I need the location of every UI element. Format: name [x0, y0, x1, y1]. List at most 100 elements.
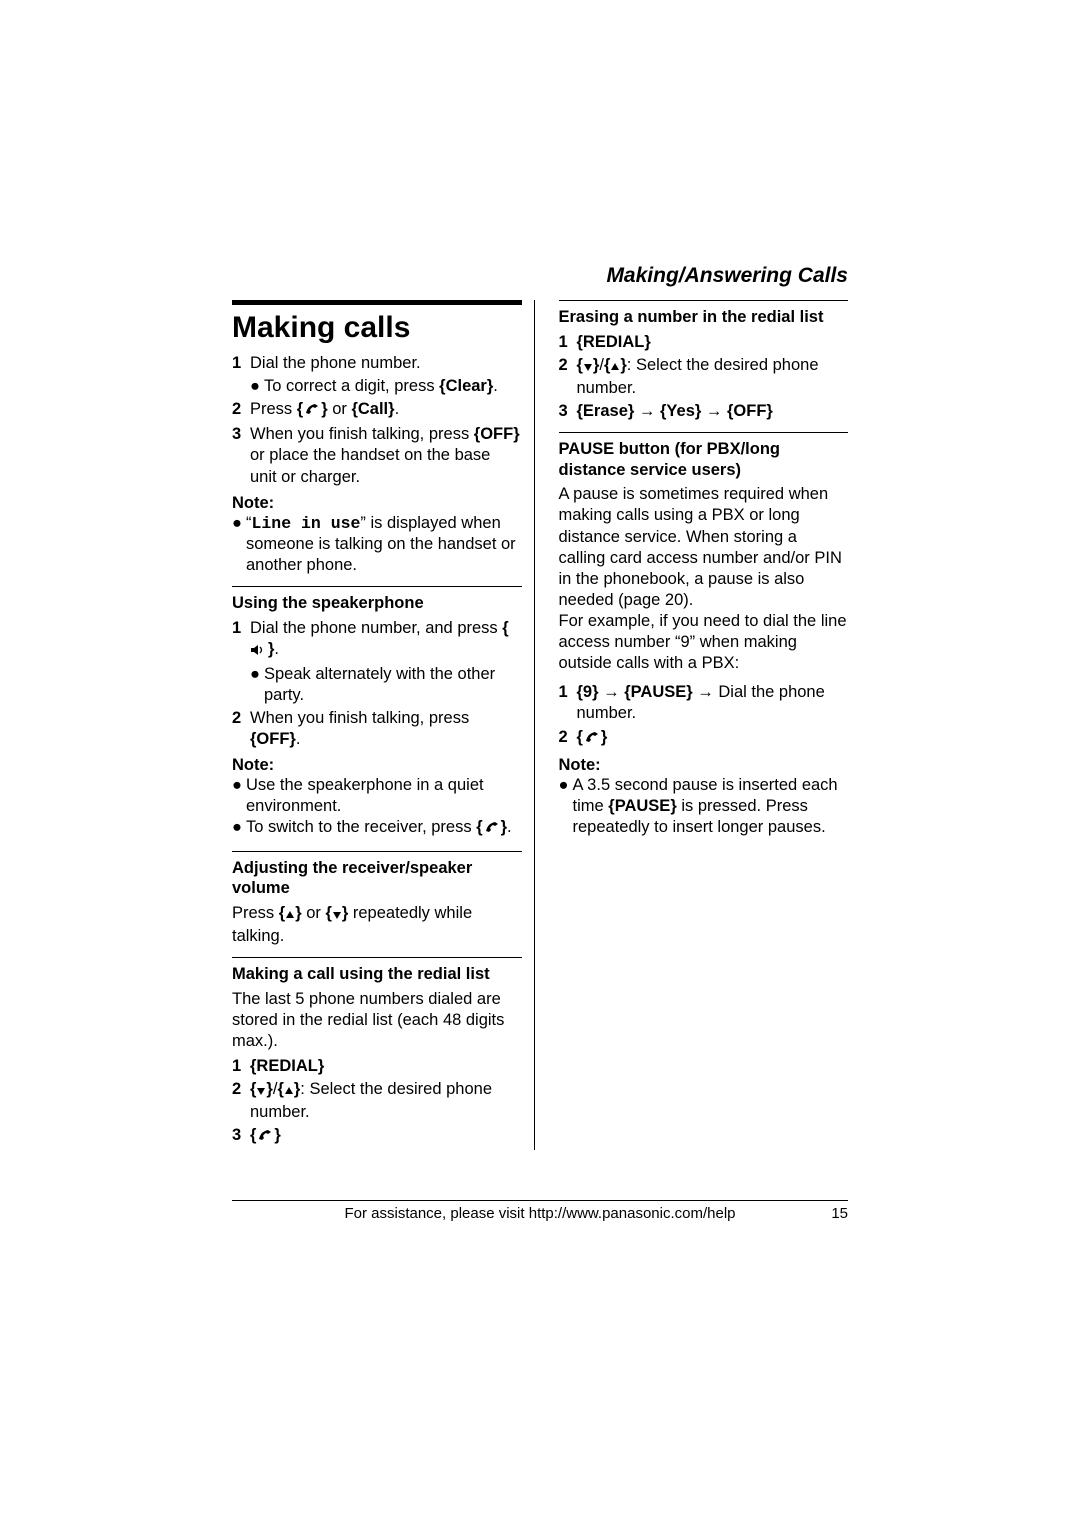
rule-thick — [232, 300, 522, 305]
bullet-icon: ● — [232, 817, 246, 840]
step1-sub: ● To correct a digit, press {Clear}. — [250, 376, 522, 397]
step-body: {} — [577, 727, 849, 750]
down-icon — [583, 357, 593, 378]
rule — [559, 432, 849, 433]
note1-text: “Line in use” is displayed when someone … — [246, 513, 522, 576]
t: Dial the phone number, and press — [250, 619, 502, 637]
section-header: Making/Answering Calls — [606, 264, 848, 288]
step1-text: Dial the phone number. — [250, 354, 421, 372]
t: Use the speakerphone in a quiet environm… — [246, 775, 522, 817]
step-number: 2 — [232, 1079, 250, 1123]
mono-text: Line in use — [252, 514, 361, 533]
step-number: 1 — [232, 1056, 250, 1077]
rule — [232, 851, 522, 852]
step-number: 2 — [232, 708, 250, 750]
volume-text: Press {} or {} repeatedly while talking. — [232, 903, 522, 947]
bullet-icon: ● — [250, 664, 264, 706]
key-9: 9 — [583, 683, 592, 701]
pre: Press — [232, 904, 279, 922]
step-body: Dial the phone number. ● To correct a di… — [250, 353, 522, 397]
step-3: 3 When you finish talking, press {OFF} o… — [232, 424, 522, 487]
step-number: 3 — [232, 1125, 250, 1148]
step-body: Dial the phone number, and press {}. ● S… — [250, 618, 522, 706]
step-body: {REDIAL} — [577, 332, 849, 353]
step-number: 2 — [559, 727, 577, 750]
t: When you finish talking, press — [250, 425, 474, 443]
step-body: When you finish talking, press {OFF}. — [250, 708, 522, 750]
right-column: Erasing a number in the redial list 1 {R… — [559, 300, 849, 1150]
step-body: {} — [250, 1125, 522, 1148]
step-number: 1 — [559, 682, 577, 724]
pre: To switch to the receiver, press — [246, 818, 476, 836]
step-number: 1 — [559, 332, 577, 353]
arrow-icon: → — [639, 402, 656, 420]
up-icon — [284, 1081, 294, 1102]
or: or — [302, 904, 326, 922]
page-title: Making calls — [232, 311, 522, 345]
subhead-speakerphone: Using the speakerphone — [232, 593, 522, 614]
redial-intro: The last 5 phone numbers dialed are stor… — [232, 989, 522, 1052]
subhead-pause: PAUSE button (for PBX/long distance serv… — [559, 439, 849, 480]
sp-step-1: 1 Dial the phone number, and press {}. ●… — [232, 618, 522, 706]
key-clear: Clear — [446, 377, 487, 395]
bullet-icon: ● — [559, 775, 573, 838]
step-number: 2 — [559, 355, 577, 399]
subhead-volume: Adjusting the receiver/speaker volume — [232, 858, 522, 899]
er-step-3: 3 {Erase} → {Yes} → {OFF} — [559, 401, 849, 422]
er-step-1: 1 {REDIAL} — [559, 332, 849, 353]
er-step-2: 2 {}/{}: Select the desired phone number… — [559, 355, 849, 399]
step-2: 2 Press {} or {Call}. — [232, 399, 522, 422]
step-number: 1 — [232, 353, 250, 397]
period: . — [296, 730, 301, 748]
subhead-erase: Erasing a number in the redial list — [559, 307, 849, 328]
down-icon — [332, 905, 342, 926]
key-off: OFF — [480, 425, 513, 443]
speaker-icon — [250, 641, 268, 662]
key-redial: REDIAL — [256, 1057, 317, 1075]
note-1: ● “Line in use” is displayed when someon… — [232, 513, 522, 576]
content-columns: Making calls 1 Dial the phone number. ● … — [232, 300, 848, 1150]
step-number: 3 — [232, 424, 250, 487]
pa-step-2: 2 {} — [559, 727, 849, 750]
t: When you finish talking, press — [250, 709, 469, 727]
talk-icon — [583, 729, 601, 750]
period: . — [493, 377, 498, 395]
talk-icon — [256, 1127, 274, 1148]
step-body: {REDIAL} — [250, 1056, 522, 1077]
sp-s1-sub: ● Speak alternately with the other party… — [250, 664, 522, 706]
rd-step-1: 1 {REDIAL} — [232, 1056, 522, 1077]
step1-sub-text: To correct a digit, press {Clear}. — [264, 376, 498, 397]
bullet-icon: ● — [250, 376, 264, 397]
t: To correct a digit, press — [264, 377, 439, 395]
arrow-icon: → — [706, 402, 723, 420]
arrow-icon: → — [697, 683, 714, 701]
or: or — [328, 400, 352, 418]
step-body: {9} → {PAUSE} → Dial the phone number. — [577, 682, 849, 724]
rule — [232, 586, 522, 587]
key-pause: PAUSE — [631, 683, 687, 701]
left-column: Making calls 1 Dial the phone number. ● … — [232, 300, 535, 1150]
period: . — [395, 400, 400, 418]
down-icon — [256, 1081, 266, 1102]
key-redial: REDIAL — [583, 333, 644, 351]
page: Making/Answering Calls Making calls 1 Di… — [0, 0, 1080, 1528]
key-off: OFF — [256, 730, 289, 748]
note-label: Note: — [232, 494, 522, 513]
t: Speak alternately with the other party. — [264, 664, 522, 706]
rule — [232, 957, 522, 958]
up-icon — [610, 357, 620, 378]
period: . — [274, 640, 279, 658]
note-label: Note: — [232, 756, 522, 775]
step-body: {}/{}: Select the desired phone number. — [250, 1079, 522, 1123]
rule — [559, 300, 849, 301]
t: A 3.5 second pause is inserted each time… — [573, 775, 849, 838]
step-number: 3 — [559, 401, 577, 422]
step-body: When you finish talking, press {OFF} or … — [250, 424, 522, 487]
up-icon — [285, 905, 295, 926]
sp-note-2: ● To switch to the receiver, press {}. — [232, 817, 522, 840]
key-call: Call — [358, 400, 388, 418]
pa-note-1: ● A 3.5 second pause is inserted each ti… — [559, 775, 849, 838]
rd-step-3: 3 {} — [232, 1125, 522, 1148]
rd-step-2: 2 {}/{}: Select the desired phone number… — [232, 1079, 522, 1123]
t: To switch to the receiver, press {}. — [246, 817, 512, 840]
